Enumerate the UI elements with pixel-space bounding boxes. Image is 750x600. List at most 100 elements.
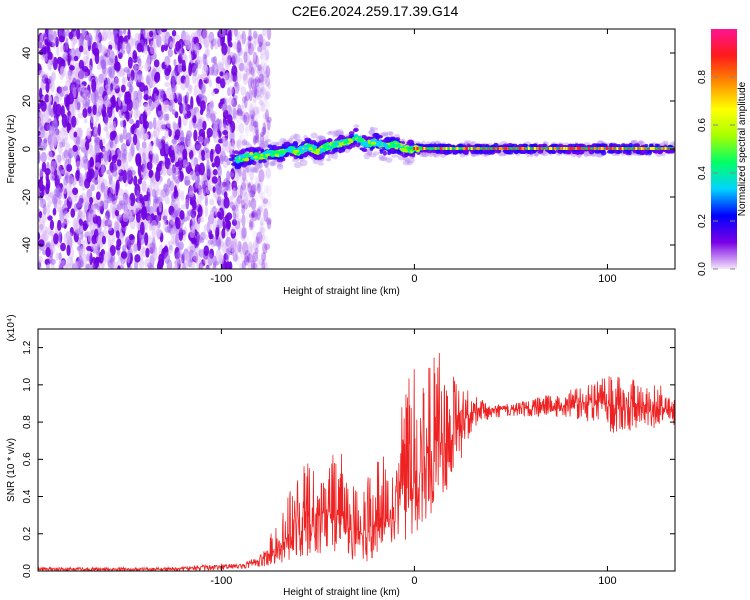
noise-speck: [169, 102, 173, 112]
noise-speck: [167, 178, 171, 188]
noise-speck: [209, 100, 213, 113]
core-speck: [236, 156, 239, 160]
noise-speck: [192, 200, 197, 210]
noise-speck: [251, 77, 254, 90]
noise-speck: [153, 117, 156, 129]
noise-speck: [145, 248, 149, 258]
noise-speck: [135, 120, 139, 128]
noise-speck: [175, 252, 181, 259]
colorbar-label: Normalized spectral amplitude: [737, 81, 748, 216]
noise-speck: [66, 164, 72, 172]
core-speck: [371, 139, 376, 142]
noise-speck: [171, 139, 177, 145]
carrier-dot: [661, 147, 663, 150]
noise-speck: [225, 54, 230, 66]
carrier-dot: [471, 147, 473, 150]
noise-speck: [222, 103, 227, 112]
x-axis-label: Height of straight line (km): [283, 286, 400, 297]
noise-speck: [244, 255, 249, 265]
noise-speck: [37, 150, 41, 163]
noise-speck: [214, 156, 220, 168]
chart-canvas: -100 0 100-40-2002040Height of straight li…: [0, 0, 750, 600]
noise-speck: [265, 217, 270, 224]
carrier-dot: [643, 147, 645, 150]
noise-speck: [69, 65, 75, 71]
band-speck: [235, 165, 241, 168]
noise-speck: [114, 220, 117, 227]
core-speck: [339, 143, 342, 146]
noise-speck: [220, 155, 224, 165]
noise-speck: [213, 264, 217, 271]
noise-speck: [69, 50, 74, 55]
noise-speck: [171, 70, 177, 84]
noise-speck: [90, 184, 95, 191]
noise-speck: [158, 105, 162, 111]
noise-speck: [72, 188, 78, 195]
noise-speck: [256, 232, 262, 244]
noise-speck: [95, 162, 101, 167]
noise-speck: [191, 109, 195, 118]
noise-speck: [64, 219, 69, 225]
colorbar-tick-label: 0.0: [697, 262, 708, 276]
noise-speck: [237, 185, 241, 197]
core-speck: [354, 134, 359, 137]
carrier-dot: [635, 147, 637, 150]
noise-speck: [158, 25, 162, 35]
spread-speck: [332, 133, 338, 138]
spread-speck: [249, 166, 255, 172]
noise-speck: [202, 54, 206, 65]
noise-speck: [106, 130, 109, 139]
noise-speck: [142, 159, 146, 168]
noise-speck: [179, 154, 182, 161]
noise-speck: [52, 39, 56, 49]
noise-speck: [68, 153, 71, 166]
noise-speck: [74, 132, 78, 138]
noise-speck: [216, 76, 221, 83]
band-speck: [458, 144, 462, 147]
core-speck: [299, 149, 303, 153]
noise-speck: [193, 123, 198, 129]
carrier-dot: [578, 147, 580, 150]
noise-speck: [178, 63, 181, 73]
y-tick-label: 0.4: [22, 489, 33, 503]
noise-speck: [207, 128, 213, 138]
noise-speck: [126, 111, 130, 121]
noise-speck: [189, 120, 192, 131]
y-tick-label: 0: [21, 146, 33, 152]
noise-speck: [63, 86, 68, 91]
core-speck: [376, 144, 382, 147]
y-tick-label: -40: [21, 237, 33, 253]
noise-speck: [228, 126, 232, 139]
noise-speck: [164, 68, 170, 76]
noise-speck: [238, 134, 241, 144]
band-speck: [526, 151, 531, 154]
noise-speck: [67, 123, 71, 130]
noise-speck: [189, 186, 194, 195]
noise-speck: [194, 62, 198, 69]
noise-speck: [165, 113, 169, 120]
carrier-dot: [450, 147, 452, 150]
y-axis-label: SNR (10 * v/v): [6, 438, 17, 502]
band-speck: [361, 148, 366, 151]
noise-speck: [126, 168, 132, 180]
noise-speck: [228, 86, 234, 95]
noise-speck: [147, 215, 151, 224]
noise-speck: [127, 239, 133, 248]
noise-speck: [249, 106, 253, 117]
spread-speck: [407, 160, 413, 165]
noise-speck: [66, 72, 72, 83]
noise-speck: [206, 48, 209, 56]
noise-speck: [265, 91, 271, 100]
noise-speck: [71, 84, 76, 92]
noise-speck: [217, 211, 221, 218]
carrier-dot: [571, 147, 573, 150]
noise-speck: [81, 173, 84, 187]
noise-speck: [156, 137, 159, 147]
noise-speck: [112, 108, 115, 119]
noise-speck: [109, 193, 112, 201]
noise-speck: [172, 121, 176, 130]
y-tick-label: 0.6: [22, 452, 33, 466]
noise-speck: [200, 264, 204, 271]
noise-speck: [58, 143, 63, 154]
noise-speck: [65, 37, 68, 51]
